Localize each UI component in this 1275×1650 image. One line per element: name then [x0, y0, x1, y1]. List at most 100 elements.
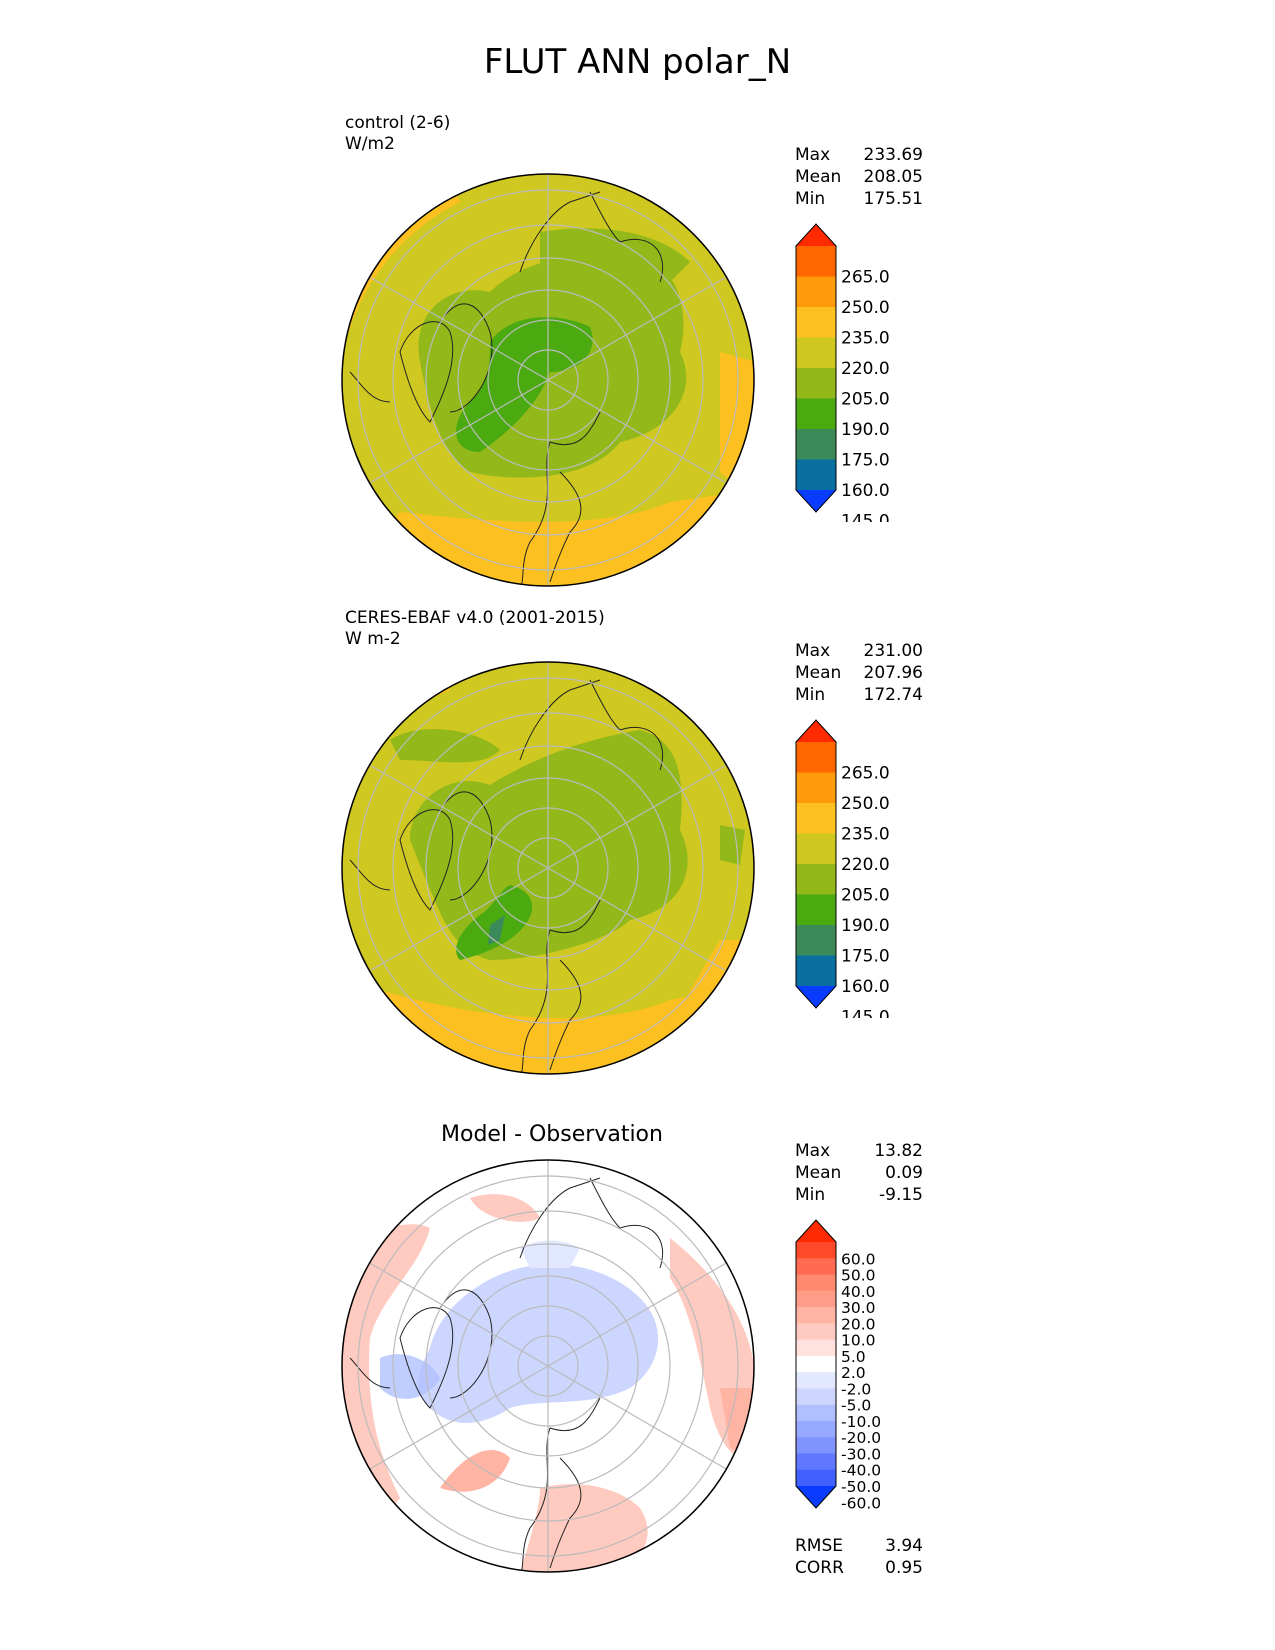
colorbar-tick-label: 190.0 — [841, 420, 890, 440]
colorbar-tick-label: 220.0 — [841, 855, 890, 875]
meridian — [367, 867, 549, 973]
coastline — [349, 859, 391, 891]
coastline — [439, 303, 493, 413]
colorbar-segment — [796, 833, 836, 865]
colorbar-segment — [796, 1404, 836, 1422]
stat-value: 208.05 — [863, 167, 923, 187]
colorbar-segment — [796, 1242, 836, 1259]
colorbar-tick-label: 2.0 — [841, 1364, 866, 1382]
colorbar-tick-label: 265.0 — [841, 764, 890, 784]
colorbar-segment — [796, 894, 836, 926]
panel-test-label: control (2-6) W/m2 — [345, 113, 450, 155]
colorbar-segment — [796, 1437, 836, 1454]
green-region — [410, 730, 688, 960]
coastline — [519, 679, 601, 761]
green-region — [390, 729, 500, 763]
stat-name: Mean — [795, 1163, 842, 1183]
colorbar-outline — [795, 1219, 837, 1509]
colorbar-segment — [796, 246, 836, 277]
colorbar-tick-label: 5.0 — [841, 1348, 866, 1366]
stat-value: 172.74 — [863, 685, 923, 705]
colorbar-segment — [796, 1274, 836, 1292]
coastline — [519, 191, 601, 273]
colorbar-tick-label: -20.0 — [841, 1429, 881, 1447]
stat-row: Min 172.74 — [795, 684, 923, 706]
colorbar-segment — [796, 1323, 836, 1341]
colorbar-extend-min — [796, 1486, 836, 1508]
stat-row: RMSE 3.94 — [795, 1535, 923, 1557]
panel-test-stats: Max 233.69 Mean 208.05 Min 175.51 — [795, 144, 923, 210]
colorbar-outline — [795, 223, 837, 513]
coastline — [549, 959, 582, 1071]
coastline — [349, 1357, 391, 1389]
colorbar-tick-label: 190.0 — [841, 916, 890, 936]
stat-name: Max — [795, 145, 831, 165]
stat-name: RMSE — [795, 1536, 844, 1556]
colorbar-tick-label: 235.0 — [841, 825, 890, 845]
stat-row: Max 233.69 — [795, 144, 923, 166]
stat-row: Max 13.82 — [795, 1140, 923, 1162]
stat-value: 13.82 — [874, 1141, 923, 1161]
positive-region — [520, 1484, 648, 1572]
stat-name: Mean — [795, 663, 842, 683]
meridian — [367, 1261, 549, 1367]
colorbar-segment — [796, 307, 836, 338]
green-region — [540, 228, 690, 282]
stat-name: Max — [795, 641, 831, 661]
figure-title: FLUT ANN polar_N — [483, 42, 792, 82]
colorbar-tick-label: 20.0 — [841, 1315, 876, 1333]
colorbar-tick-label: -40.0 — [841, 1462, 881, 1480]
stat-name: Max — [795, 1141, 831, 1161]
colorbar-tick-label: 175.0 — [841, 451, 890, 471]
stat-row: Max 231.00 — [795, 640, 923, 662]
colorbar-tick-label: 145.0 — [841, 512, 890, 523]
map-border — [341, 173, 755, 587]
colorbar-tick-label: 40.0 — [841, 1283, 876, 1301]
colorbar-tick-label: 30.0 — [841, 1299, 876, 1317]
stat-name: Min — [795, 1185, 826, 1205]
map-border — [341, 661, 755, 1075]
colorbar-tick-label: -2.0 — [841, 1380, 871, 1398]
colorbar-tick-label: -5.0 — [841, 1397, 871, 1415]
colorbar-tick-label: 265.0 — [841, 268, 890, 288]
meridian — [547, 275, 729, 381]
colorbar-segment — [796, 1469, 836, 1487]
colorbar-test: 265.0 250.0 235.0 220.0 205.0 190.0 175.0 160.0… — [795, 223, 890, 523]
panel-reference-name: CERES-EBAF v4.0 (2001-2015) — [345, 608, 605, 628]
coastline — [589, 1177, 664, 1269]
meridian — [547, 379, 729, 485]
colorbar-tick-label: 220.0 — [841, 359, 890, 379]
panel-test-name: control (2-6) — [345, 113, 451, 133]
colorbar-extend-max — [796, 720, 836, 742]
stat-value: 233.69 — [863, 145, 923, 165]
panel-reference-stats: Max 231.00 Mean 207.96 Min 172.74 — [795, 640, 923, 706]
meridian — [547, 867, 729, 973]
colorbar-extend-max — [796, 1220, 836, 1242]
polar-map-reference — [341, 661, 755, 1075]
stat-value: -9.15 — [879, 1185, 923, 1205]
stat-row: CORR 0.95 — [795, 1557, 923, 1579]
stat-row: Min 175.51 — [795, 188, 923, 210]
colorbar-segment — [796, 1307, 836, 1324]
panel-reference-units: W m-2 — [345, 629, 401, 649]
map-border — [341, 1159, 755, 1573]
stat-row: Mean 207.96 — [795, 662, 923, 684]
colorbar-tick-label: 205.0 — [841, 390, 890, 410]
meridian — [547, 1261, 729, 1367]
colorbar-tick-label: -30.0 — [841, 1445, 881, 1463]
stat-name: Min — [795, 189, 826, 209]
colorbar-segment — [796, 803, 836, 834]
colorbar-tick-label: -60.0 — [841, 1494, 881, 1512]
green-region — [720, 825, 745, 865]
colorbar-reference: 265.0 250.0 235.0 220.0 205.0 190.0 175.0 160.0… — [795, 719, 890, 1018]
colorbar-segment — [796, 276, 836, 308]
colorbar-difference: 60.050.040.030.020.010.05.02.0-2.0-5.0-1… — [795, 1219, 881, 1512]
colorbar-segment — [796, 925, 836, 956]
negative-region — [418, 1264, 659, 1423]
colorbar-segment — [796, 1290, 836, 1308]
colorbar-segment — [796, 337, 836, 369]
colorbar-segment — [796, 955, 836, 987]
colorbar-segment — [796, 864, 836, 895]
colorbar-tick-label: 235.0 — [841, 329, 890, 349]
stat-row: Min -9.15 — [795, 1184, 923, 1206]
